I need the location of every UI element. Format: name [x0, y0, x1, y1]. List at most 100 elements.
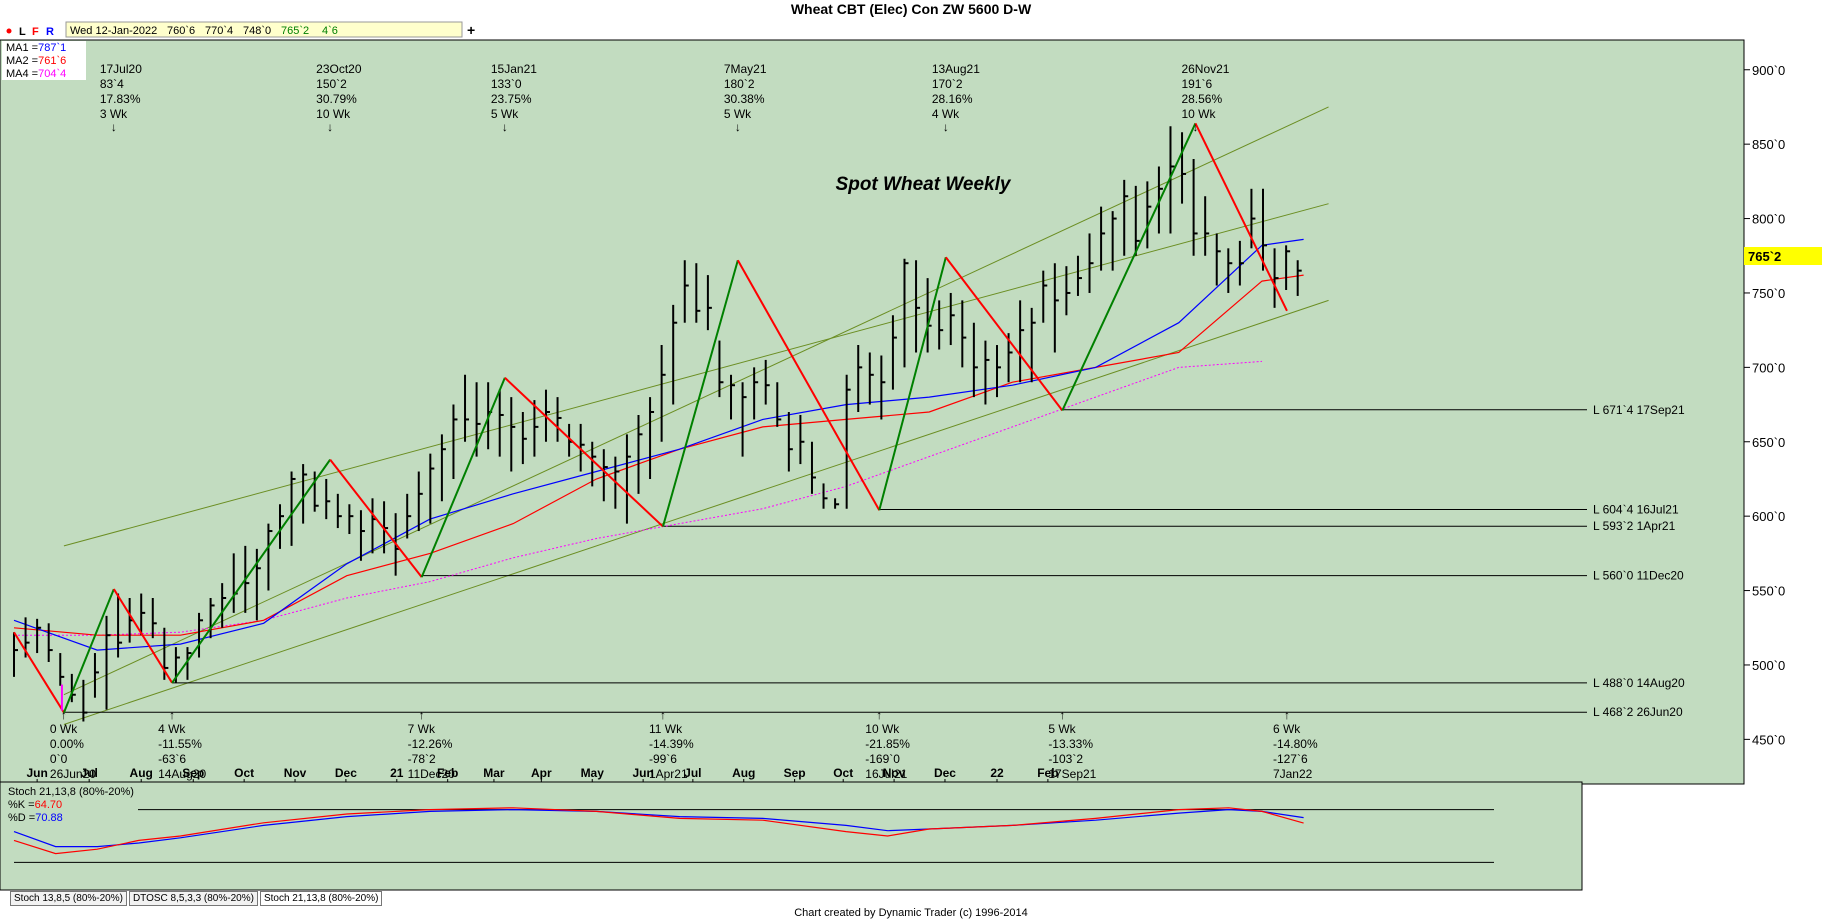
up-arrow-icon: ↑	[660, 708, 666, 722]
price-bar	[440, 434, 446, 502]
down-arrow-icon: ↓	[943, 120, 949, 134]
toolbar-change: 4`6	[322, 25, 338, 37]
y-axis-ticks: 450`0 500`0 550`0 600`0 650`0 700`0 750`0 800`0…	[1744, 63, 1785, 747]
price-bar	[683, 260, 689, 323]
price-bar	[417, 471, 423, 532]
add-button[interactable]: +	[467, 22, 475, 38]
tab-stoch-21[interactable]: Stoch 21,13,8 (80%-20%)	[259, 891, 383, 906]
low-label-line: -78`2	[408, 752, 436, 766]
x-tick-label: Nov	[284, 766, 307, 780]
price-bar	[186, 647, 192, 680]
support-label-4: L 488`0 14Aug20	[1593, 676, 1685, 690]
low-label-line: 4 Wk	[158, 722, 186, 736]
low-label-line: 6 Wk	[1273, 722, 1301, 736]
toolbar-button-l[interactable]: L	[19, 26, 26, 38]
high-label-line: 26Nov21	[1181, 62, 1229, 76]
high-label-line: 10 Wk	[316, 107, 351, 121]
low-label-line: -21.85%	[865, 737, 910, 751]
high-label-line: 28.16%	[932, 92, 973, 106]
stoch-d-value: 70.88	[35, 812, 63, 824]
high-label-line: 17.83%	[100, 92, 141, 106]
price-axis[interactable]	[1744, 40, 1822, 784]
price-panel[interactable]	[0, 39, 1745, 785]
toolbar-low: 748`0	[243, 25, 271, 37]
price-bar	[810, 441, 816, 494]
price-bar	[718, 340, 724, 398]
price-bar	[1065, 266, 1071, 316]
svg-text:MA4 =704`4: MA4 =704`4	[6, 68, 66, 80]
down-arrow-icon: ↓	[111, 120, 117, 134]
swing-lines	[13, 122, 1288, 714]
low-label-line: -99`6	[649, 752, 677, 766]
toolbar-date: Wed 12-Jan-2022	[70, 25, 157, 37]
tab-stoch-13[interactable]: Stoch 13,8,5 (80%-20%)	[10, 891, 127, 906]
y-tick-label: 850`0	[1752, 137, 1785, 152]
low-label-line: 5 Wk	[1048, 722, 1076, 736]
low-label-line: 10 Wk	[865, 722, 900, 736]
x-tick-label: 22	[990, 766, 1004, 780]
stoch-k-line	[13, 807, 1304, 855]
high-label-line: 7May21	[724, 62, 767, 76]
price-bar	[13, 632, 18, 677]
low-label-line: -13.33%	[1048, 737, 1093, 751]
x-tick-label: Dec	[335, 766, 357, 780]
toolbar-button-f[interactable]: F	[32, 26, 39, 38]
up-arrow-icon: ↑	[169, 708, 175, 722]
svg-text:%D =70.88: %D =70.88	[8, 812, 63, 824]
channel-line-2	[63, 106, 1329, 696]
tab-dtosc[interactable]: DTOSC 8,5,3,3 (80%-20%)	[128, 891, 258, 906]
price-bar	[1088, 233, 1094, 293]
ma2-label: MA2 =	[6, 55, 38, 67]
price-bar	[198, 612, 204, 658]
price-bar	[556, 397, 562, 442]
price-bar	[903, 258, 909, 368]
price-bar	[267, 523, 273, 591]
price-bar	[1261, 188, 1267, 271]
high-label-line: 15Jan21	[491, 62, 537, 76]
price-bar	[741, 382, 747, 457]
up-arrow-icon: ↑	[1284, 708, 1290, 722]
high-label-line: 133`0	[491, 77, 522, 91]
up-arrow-icon: ↑	[1059, 708, 1065, 722]
price-bar	[799, 414, 805, 465]
chart-canvas[interactable]: L 671`4 17Sep21 L 604`4 16Jul21 L 593`2 1A…	[0, 19, 1822, 905]
price-bar	[591, 441, 597, 487]
price-bar	[649, 397, 655, 479]
support-levels: L 671`4 17Sep21 L 604`4 16Jul21 L 593`2 1A…	[63, 403, 1685, 719]
stoch-lines	[13, 807, 1494, 863]
price-bar	[857, 345, 863, 412]
price-bar	[787, 412, 793, 472]
y-tick-label: 450`0	[1752, 732, 1785, 747]
price-bar	[209, 598, 215, 639]
stoch-label: Stoch 21,13,8 (80%-20%)	[8, 786, 134, 798]
price-bar	[672, 304, 678, 405]
price-bar	[764, 359, 770, 405]
y-tick-label: 700`0	[1752, 360, 1785, 375]
high-label-line: 3 Wk	[100, 107, 128, 121]
price-bar	[255, 548, 261, 621]
high-label-line: 5 Wk	[491, 107, 519, 121]
toolbar-button-r[interactable]: R	[46, 26, 54, 38]
swing-line-1	[62, 588, 115, 713]
price-bar	[521, 412, 527, 465]
low-label-line: 7Jan22	[1273, 767, 1313, 781]
price-bar	[753, 367, 759, 420]
svg-text:MA1 =787`1: MA1 =787`1	[6, 42, 66, 54]
low-label-line: 11 Wk	[649, 722, 683, 736]
high-label-line: 150`2	[316, 77, 347, 91]
ma4-label: MA4 =	[6, 68, 38, 80]
stoch-k-label: %K =	[8, 799, 35, 811]
low-label-line: -14.39%	[649, 737, 694, 751]
price-bar	[302, 464, 308, 524]
price-bar	[429, 453, 435, 524]
x-tick-label: Jun	[632, 766, 653, 780]
stoch-panel[interactable]	[0, 781, 1583, 891]
price-bar	[1019, 300, 1025, 383]
x-tick-label: Aug	[130, 766, 153, 780]
toolbar: L F R Wed 12-Jan-2022 760`6 770`4 748`0 …	[6, 21, 475, 38]
price-bar	[730, 374, 736, 420]
x-tick-label: Dec	[934, 766, 956, 780]
price-bar	[845, 374, 851, 509]
